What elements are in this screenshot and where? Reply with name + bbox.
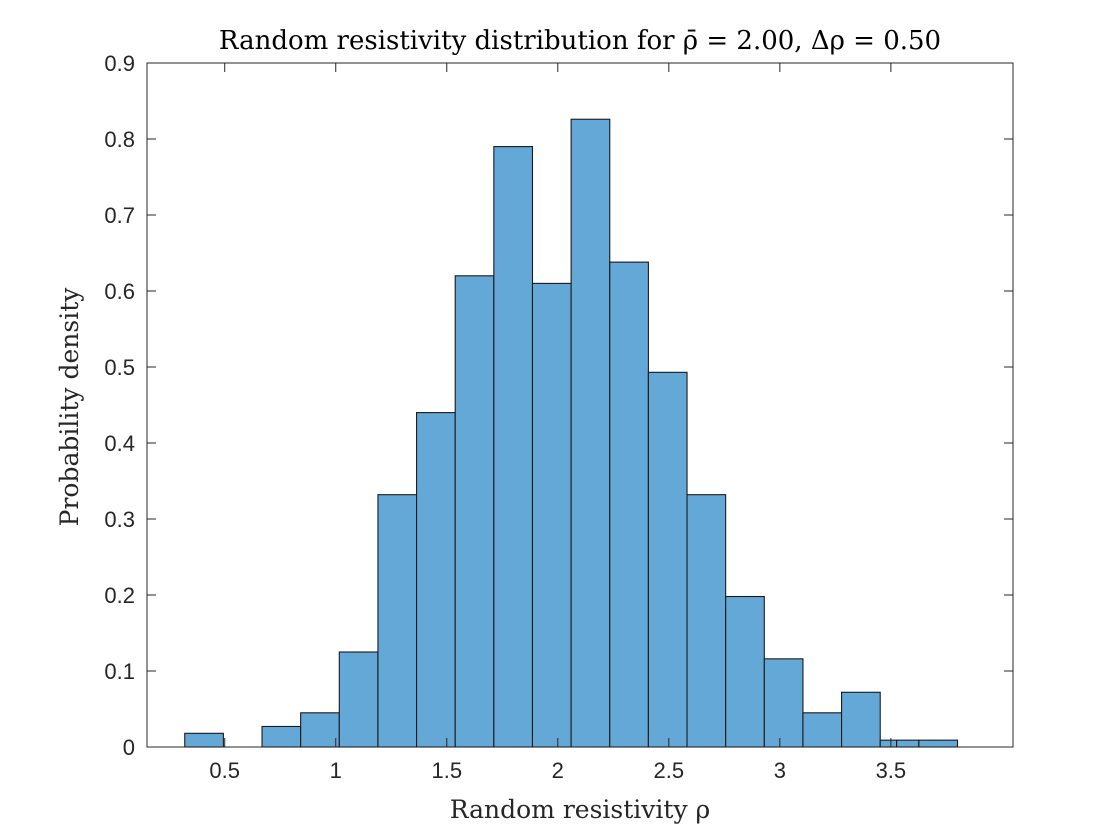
histogram-bar-13 — [686, 494, 727, 748]
y-axis-label: Probability density — [55, 287, 84, 527]
plot-box — [146, 62, 1014, 748]
y-tick-label: 0.6 — [104, 279, 135, 304]
y-tick-label: 0.9 — [104, 51, 135, 76]
x-tick-label: 3.5 — [876, 758, 907, 783]
histogram-bar-14 — [725, 595, 765, 748]
histogram-bar-9 — [531, 282, 572, 748]
histogram-bar-0 — [184, 732, 224, 748]
histogram-bar-19 — [896, 739, 920, 748]
histogram-bar-4 — [338, 651, 379, 748]
x-axis-ticks: 0.5 1 1.5 2 2.5 3 3.5 — [209, 63, 906, 783]
histogram-bar-3 — [300, 712, 340, 748]
histogram-bar-16 — [802, 712, 843, 748]
y-tick-label: 0.2 — [104, 583, 135, 608]
histogram-bar-18 — [879, 739, 898, 748]
histogram-bar-5 — [377, 494, 418, 748]
histogram-bar-8 — [493, 146, 534, 748]
x-tick-label: 0.5 — [209, 758, 240, 783]
histogram-bar-15 — [763, 658, 804, 748]
x-tick-label: 3 — [774, 758, 786, 783]
y-tick-label: 0.7 — [104, 203, 135, 228]
histogram-bar-20 — [918, 739, 959, 748]
histogram-bar-11 — [609, 261, 649, 748]
histogram-bar-7 — [454, 275, 495, 748]
chart-title: Random resistivity distribution for ρ̄ =… — [219, 26, 941, 56]
y-tick-label: 0.3 — [104, 507, 135, 532]
x-tick-label: 2 — [552, 758, 564, 783]
x-axis-label: Random resistivity ρ — [450, 795, 711, 824]
y-tick-label: 0 — [123, 735, 135, 760]
histogram-bar-6 — [416, 412, 456, 748]
x-tick-label: 1.5 — [431, 758, 462, 783]
histogram-bar-17 — [841, 691, 881, 748]
y-tick-label: 0.4 — [104, 431, 135, 456]
axes-frame — [146, 62, 1014, 748]
histogram-bar-2 — [261, 725, 302, 748]
y-tick-label: 0.1 — [104, 659, 135, 684]
x-tick-label: 2.5 — [654, 758, 685, 783]
y-tick-label: 0.8 — [104, 127, 135, 152]
x-tick-label: 1 — [330, 758, 342, 783]
histogram-bar-12 — [647, 371, 688, 748]
histogram-bar-10 — [570, 118, 611, 748]
y-axis-ticks: 0 0.1 0.2 0.3 0.4 0.5 0.6 0.7 0.8 0.9 — [104, 51, 1013, 760]
y-tick-label: 0.5 — [104, 355, 135, 380]
histogram-bars — [184, 118, 959, 748]
